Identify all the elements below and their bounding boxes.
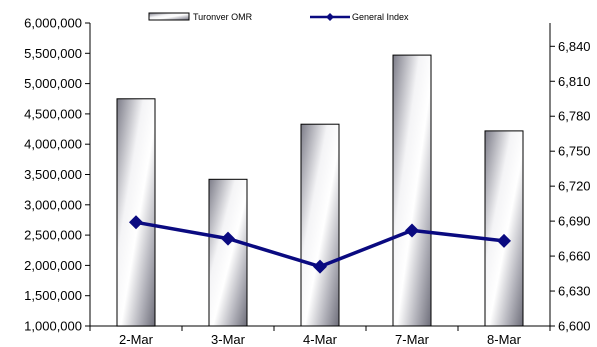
x-tick-label: 7-Mar	[395, 332, 430, 347]
bar-3-Mar	[208, 178, 248, 327]
left-tick-label: 3,000,000	[24, 197, 82, 212]
x-tick-label: 2-Mar	[119, 332, 154, 347]
bar-4-Mar	[300, 123, 340, 327]
right-tick-label: 6,660	[558, 249, 591, 264]
index-point-8-Mar	[497, 233, 511, 248]
index-point-4-Mar	[313, 259, 327, 274]
right-tick-label: 6,750	[558, 144, 591, 159]
legend-label-index: General Index	[352, 12, 409, 22]
legend-swatch-turnover	[148, 12, 190, 21]
left-tick-label: 4,000,000	[24, 137, 82, 152]
left-tick-label: 1,500,000	[24, 288, 82, 303]
bar-8-Mar	[484, 130, 524, 327]
axes-layer: 1,000,000 1,500,000 2,000,000 2,500,000 3,00…	[24, 16, 590, 347]
left-tick-label: 2,500,000	[24, 228, 82, 243]
right-tick-label: 6,840	[558, 39, 591, 54]
legend-marker-index	[326, 13, 334, 21]
right-tick-label: 6,690	[558, 214, 591, 229]
left-tick-label: 2,000,000	[24, 258, 82, 273]
x-tick-label: 4-Mar	[303, 332, 338, 347]
left-tick-label: 4,500,000	[24, 106, 82, 121]
right-tick-label: 6,720	[558, 179, 591, 194]
left-tick-label: 5,500,000	[24, 46, 82, 61]
left-tick-label: 3,500,000	[24, 167, 82, 182]
bar-7-Mar	[392, 54, 432, 327]
left-tick-label: 1,000,000	[24, 319, 82, 334]
bars-layer	[116, 54, 524, 327]
index-point-2-Mar	[129, 215, 143, 230]
right-tick-label: 6,810	[558, 74, 591, 89]
line-layer	[129, 215, 511, 274]
x-tick-label: 3-Mar	[211, 332, 246, 347]
index-point-3-Mar	[221, 231, 235, 246]
legend-label-turnover: Turonver OMR	[193, 12, 253, 22]
x-tick-label: 8-Mar	[487, 332, 522, 347]
left-tick-label: 5,000,000	[24, 76, 82, 91]
index-point-7-Mar	[405, 223, 419, 238]
right-tick-label: 6,600	[558, 319, 591, 334]
left-tick-label: 6,000,000	[24, 16, 82, 31]
right-tick-label: 6,780	[558, 109, 591, 124]
legend: Turonver OMR General Index	[148, 12, 409, 22]
bar-2-Mar	[116, 98, 156, 327]
right-tick-label: 6,630	[558, 284, 591, 299]
